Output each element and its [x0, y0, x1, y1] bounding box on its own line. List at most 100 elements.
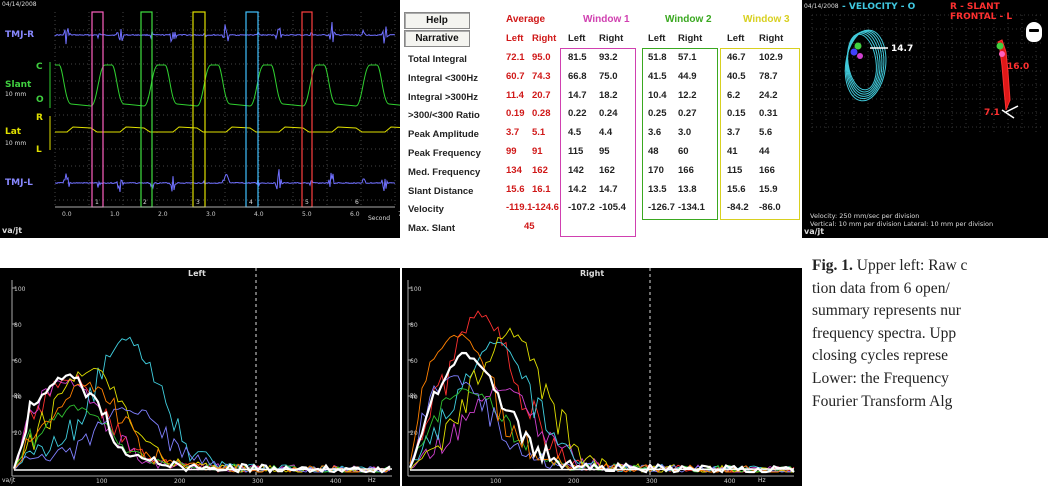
cell-w1-left: 142 — [568, 164, 584, 176]
cell-w3-left: 6.2 — [727, 89, 741, 101]
label-slant-mm: 10 mm — [5, 91, 27, 98]
x-tick-label: 400 — [724, 478, 736, 485]
tmj-l-trace — [55, 169, 396, 192]
cell-w3-right: 24.2 — [759, 89, 778, 101]
cell-w3-right: 166 — [759, 164, 775, 176]
col-header-avg-right: Right — [532, 33, 557, 44]
row-label: Integral >300Hz — [408, 91, 478, 103]
y-tick-label: 20 — [14, 430, 22, 437]
cell-w2-right: -134.1 — [678, 202, 705, 214]
cell-avg-left: -119.1 — [506, 202, 533, 214]
time-tick-label: 4.0 — [254, 211, 264, 218]
cell-w3-left: 15.6 — [727, 183, 746, 195]
cell-w1-right: 95 — [599, 146, 610, 157]
spectrum-curve — [13, 407, 391, 473]
cell-w2-right: 44.9 — [678, 70, 697, 82]
analysis-window — [140, 11, 153, 208]
x-tick-label: 300 — [252, 478, 264, 485]
caption-line-0: Fig. 1. Upper left: Raw c — [812, 257, 968, 274]
window-2-box — [642, 48, 718, 220]
y-tick-label: 60 — [14, 358, 22, 365]
y-tick-label: 80 — [410, 322, 418, 329]
cell-w2-right: 12.2 — [678, 89, 697, 101]
cell-avg-left: 134 — [506, 164, 522, 176]
cell-avg-left: 11.4 — [506, 89, 524, 101]
cell-w3-right: 102.9 — [759, 52, 783, 63]
waveform-panel: 1 2 3 4 5 6 0.0 1.0 2.0 3.0 4.0 5.0 6.0 7.0 04/14/200… — [0, 0, 400, 238]
slant-trace — [55, 64, 400, 107]
cell-w2-left: 41.5 — [648, 70, 667, 82]
label-lat: Lat — [5, 127, 22, 137]
velocity-dot — [850, 48, 858, 56]
window-number: 4 — [249, 199, 253, 206]
cell-w2-left: 170 — [648, 164, 664, 176]
cell-w1-right: 75.0 — [599, 70, 618, 82]
cell-avg-left: 3.7 — [506, 127, 520, 139]
cell-avg-left: 60.7 — [506, 70, 525, 82]
velocity-panel: 04/14/2008 - VELOCITY - O R - SLANT FRON… — [802, 0, 1048, 238]
cell-avg-right: 0.28 — [532, 108, 551, 120]
x-tick-label: 300 — [646, 478, 658, 485]
cell-w1-right: 162 — [599, 164, 615, 176]
cell-w3-right: -86.0 — [759, 202, 781, 214]
cell-w1-right: -105.4 — [599, 202, 626, 214]
baseline-curve — [409, 468, 795, 471]
spectrum-curve — [13, 378, 391, 473]
cell-w1-left: 0.22 — [568, 108, 587, 120]
cell-w2-right: 166 — [678, 164, 694, 176]
row-label: >300/<300 Ratio — [408, 110, 480, 122]
time-tick-label: 3.0 — [206, 211, 216, 218]
cell-w3-right: 78.7 — [759, 70, 778, 82]
cell-w1-left: 4.5 — [568, 127, 582, 139]
waveform-x-unit: Second — [368, 215, 391, 222]
spectrum-curve — [409, 310, 795, 473]
cell-avg-right: -124.6 — [532, 202, 559, 214]
row-label: Med. Frequency — [408, 166, 481, 178]
spectrum-curve — [409, 333, 795, 473]
window-number: 5 — [305, 199, 309, 206]
y-tick-label: 40 — [410, 394, 418, 401]
velocity-corner: va/jt — [804, 227, 825, 236]
header-window-3: Window 3 — [743, 14, 790, 25]
spectrum-right-title: Right — [580, 269, 605, 278]
caption-fig-label: Fig. 1. — [812, 257, 853, 274]
spectrum-left-unit: Hz — [368, 477, 376, 484]
cell-w3-left: 0.15 — [727, 108, 746, 120]
y-tick-label: 20 — [410, 430, 418, 437]
cell-avg-right: 20.7 — [532, 89, 551, 101]
narrative-button[interactable]: Narrative — [404, 30, 470, 47]
label-slant: Slant — [5, 80, 32, 90]
row-label: Integral <300Hz — [408, 72, 478, 84]
analysis-window — [245, 11, 259, 208]
cell-w1-left: 115 — [568, 146, 584, 157]
marker-c: C — [36, 62, 43, 72]
cell-w1-right: 18.2 — [599, 89, 618, 101]
cell-w1-right: 93.2 — [599, 52, 618, 63]
spectrum-right-chart: 100 80 60 40 20% 100 200 300 400 — [407, 268, 795, 485]
cell-avg-right: 5.1 — [532, 127, 546, 139]
velocity-value: 14.7 — [891, 44, 914, 54]
caption-line-5: Lower: the Frequency — [812, 369, 949, 387]
col-header-w1-left: Left — [568, 33, 586, 44]
marker-l: L — [36, 145, 42, 155]
spectrum-right-unit: Hz — [758, 477, 766, 484]
cell-avg-left: 45 — [524, 221, 535, 233]
spectrum-curve — [13, 404, 391, 473]
col-header-w2-right: Right — [678, 33, 703, 44]
cell-avg-left: 99 — [506, 146, 517, 157]
lateral-value: 7.1 — [984, 108, 1000, 118]
window-number: 6 — [355, 199, 359, 206]
cell-w2-left: 13.5 — [648, 183, 667, 195]
y-unit-label: % — [410, 392, 417, 400]
spectrum-left-title: Left — [188, 269, 206, 278]
cell-w2-right: 13.8 — [678, 183, 697, 195]
y-tick-label: 100 — [14, 286, 26, 293]
velocity-note-2: Vertical: 10 mm per division Lateral: 10… — [810, 220, 994, 228]
cell-w2-right: 3.0 — [678, 127, 692, 139]
lateral-trace — [55, 126, 400, 133]
header-average: Average — [506, 14, 546, 25]
velocity-date: 04/14/2008 — [804, 3, 839, 10]
cell-w1-right: 0.24 — [599, 108, 618, 120]
time-tick-label: 5.0 — [302, 211, 312, 218]
help-button[interactable]: Help — [404, 12, 470, 29]
